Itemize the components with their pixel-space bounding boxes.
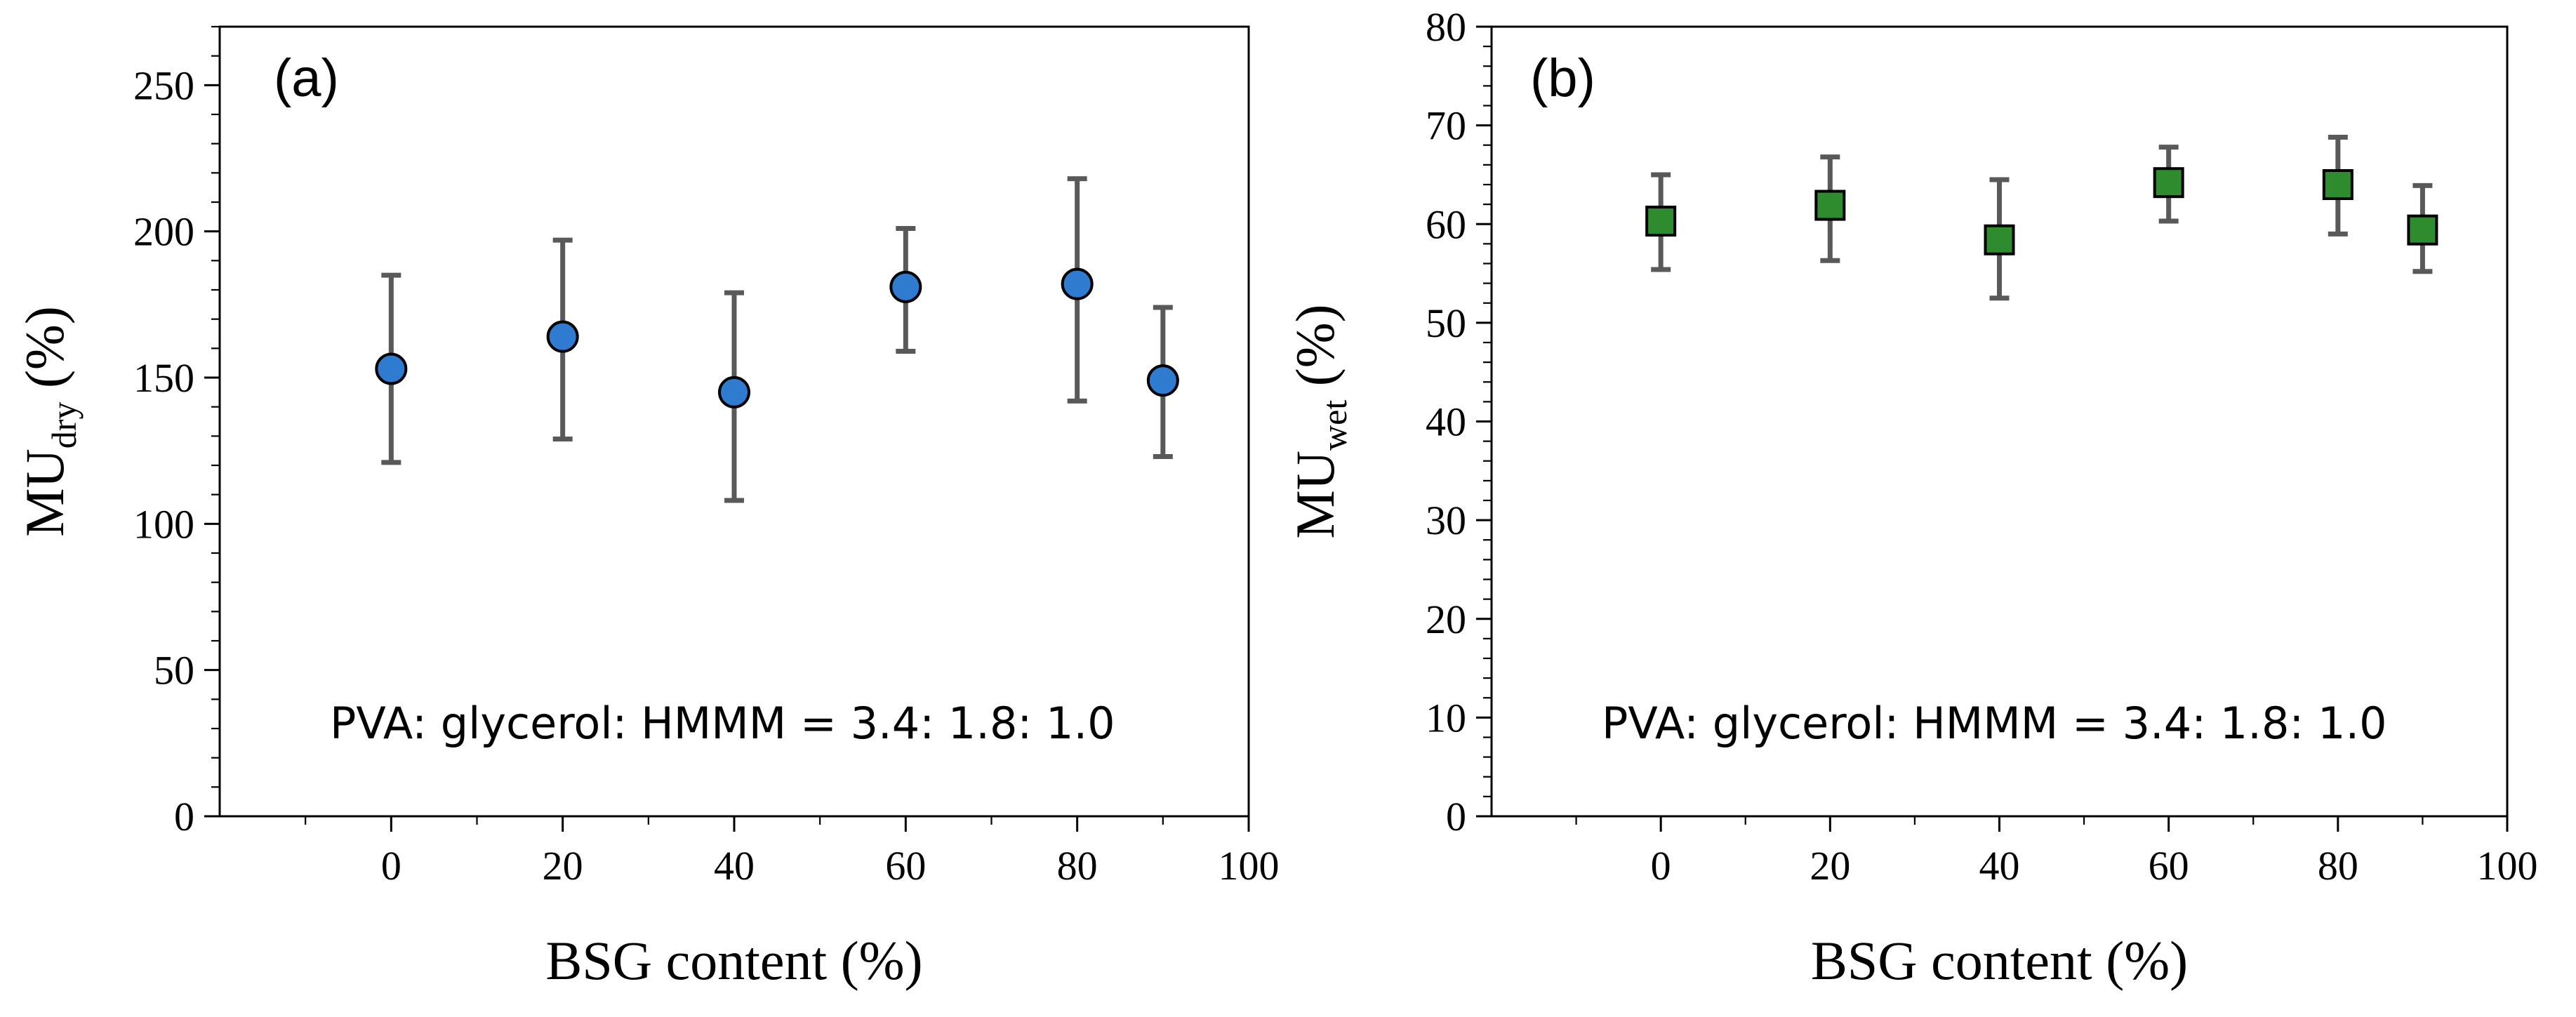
data-point-b <box>1645 206 1677 237</box>
y-tick-label-b: 10 <box>1426 695 1466 740</box>
y-tick-label-b: 50 <box>1426 300 1466 346</box>
y-tick-label-b: 40 <box>1426 399 1466 445</box>
x-tick-label-b: 40 <box>1979 843 2020 889</box>
y-axis-title-a: MUdry (%) <box>14 306 84 537</box>
x-tick-label-b: 20 <box>1810 843 1850 889</box>
y-tick-label-a: 150 <box>133 355 194 401</box>
x-tick-label-a: 40 <box>714 843 755 889</box>
data-point-b <box>1814 190 1846 221</box>
x-tick-label-a: 80 <box>1057 843 1098 889</box>
y-axis-title-main-b: MU <box>1284 451 1346 539</box>
y-tick-label-b: 60 <box>1426 201 1466 247</box>
y-tick-label-a: 200 <box>133 209 194 255</box>
y-tick-label-b: 30 <box>1426 498 1466 543</box>
panel-label-b: (b) <box>1530 48 1595 108</box>
data-point-b <box>1984 224 2015 255</box>
data-point-b <box>2153 167 2184 199</box>
y-tick-label-a: 0 <box>174 794 194 839</box>
y-tick-label-b: 80 <box>1426 4 1466 50</box>
x-axis-title-a: BSG content (%) <box>545 930 922 991</box>
x-axis-title-b: BSG content (%) <box>1811 930 2188 991</box>
data-point-b <box>2322 169 2353 200</box>
data-point-a <box>1146 364 1179 397</box>
x-tick-label-b: 100 <box>2477 843 2538 889</box>
y-tick-label-b: 70 <box>1426 103 1466 149</box>
x-tick-label-b: 60 <box>2149 843 2189 889</box>
x-tick-label-a: 20 <box>543 843 583 889</box>
y-tick-label-a: 50 <box>154 648 194 693</box>
data-point-b <box>2407 214 2438 246</box>
data-point-a <box>375 352 408 385</box>
data-point-a <box>889 270 922 303</box>
x-tick-label-a: 0 <box>381 843 401 889</box>
y-axis-title-main-a: MU <box>14 448 75 537</box>
y-axis-title-unit-a: (%) <box>14 306 75 401</box>
annotation-b: PVA: glycerol: HMMM = 3.4: 1.8: 1.0 <box>1602 698 2387 749</box>
x-tick-label-b: 0 <box>1651 843 1671 889</box>
y-axis-title-unit-b: (%) <box>1284 304 1346 399</box>
annotation-a: PVA: glycerol: HMMM = 3.4: 1.8: 1.0 <box>330 698 1115 749</box>
data-point-a <box>546 320 579 353</box>
x-tick-label-b: 80 <box>2318 843 2358 889</box>
chart-panel-b: 0 20 40 60 80 100 0 10 20 30 40 50 60 70 80 BSG content… <box>1284 4 2538 991</box>
y-tick-label-a: 250 <box>133 62 194 108</box>
y-axis-title-subscript-a: dry <box>44 402 84 449</box>
chart-panel-a: 0 20 40 60 80 100 0 50 100 150 200 250 BSG content (… <box>14 25 1280 991</box>
y-tick-label-a: 100 <box>133 501 194 547</box>
y-axis-title-b: MUwet (%) <box>1284 304 1354 538</box>
data-point-a <box>1061 267 1094 300</box>
x-tick-label-a: 100 <box>1219 843 1280 889</box>
panel-label-a: (a) <box>274 48 339 108</box>
data-point-a <box>718 375 750 408</box>
x-tick-label-a: 60 <box>885 843 926 889</box>
y-tick-label-b: 20 <box>1426 597 1466 642</box>
y-axis-title-subscript-b: wet <box>1315 400 1354 451</box>
y-tick-label-b: 0 <box>1446 794 1466 839</box>
